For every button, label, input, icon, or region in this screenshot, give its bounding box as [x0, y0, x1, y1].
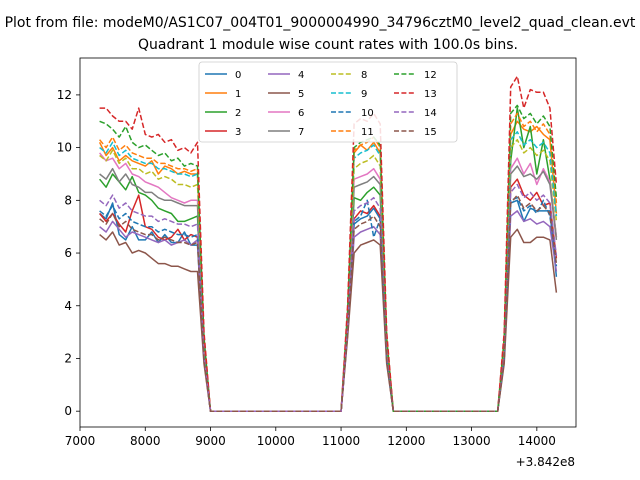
x-tick-label: 14000 — [518, 434, 556, 448]
series-line-6 — [99, 152, 558, 412]
legend-label-4: 4 — [298, 70, 304, 81]
legend-label-5: 5 — [298, 89, 304, 100]
legend-label-14: 14 — [424, 108, 437, 119]
x-tick-label: 11000 — [322, 434, 360, 448]
series-line-14 — [99, 183, 558, 412]
legend-label-10: 10 — [361, 108, 374, 119]
y-tick-label: 2 — [64, 351, 72, 365]
legend-label-7: 7 — [298, 127, 304, 138]
x-tick-label: 9000 — [195, 434, 226, 448]
y-tick-label: 12 — [57, 88, 72, 102]
x-tick-label: 13000 — [452, 434, 490, 448]
legend-label-13: 13 — [424, 89, 437, 100]
axes-frame — [79, 57, 577, 428]
series-line-15 — [99, 194, 558, 412]
series-line-10 — [99, 196, 558, 412]
legend-label-0: 0 — [235, 70, 241, 81]
y-tick-label: 0 — [64, 404, 72, 418]
legend-box — [198, 61, 458, 143]
chart-suptitle: Plot from file: modeM0/AS1C07_004T01_900… — [5, 15, 636, 31]
x-tick-label: 12000 — [387, 434, 425, 448]
y-tick-label: 4 — [64, 299, 72, 313]
chart-title: Quadrant 1 module wise count rates with … — [138, 37, 518, 53]
y-tick-label: 10 — [57, 141, 72, 155]
x-tick-label: 8000 — [130, 434, 161, 448]
series-line-8 — [99, 138, 558, 412]
legend-label-11: 11 — [361, 127, 374, 138]
legend-label-9: 9 — [361, 89, 367, 100]
legend-label-8: 8 — [361, 70, 367, 81]
series-line-5 — [99, 228, 558, 412]
series-line-0 — [99, 199, 558, 412]
series-lines — [98, 75, 558, 412]
x-tick-label: 7000 — [65, 434, 96, 448]
series-line-4 — [99, 210, 558, 412]
x-offset-label: +3.842e8 — [516, 455, 575, 469]
series-line-12 — [99, 104, 558, 412]
x-tick-label: 10000 — [257, 434, 295, 448]
series-line-11 — [99, 112, 558, 412]
series-line-2 — [99, 107, 558, 412]
series-line-9 — [99, 131, 558, 412]
y-tick-label: 6 — [64, 246, 72, 260]
legend-label-2: 2 — [235, 108, 241, 119]
axis-ticks: 7000 8000 9000 10000 11000 12000 13000 14000 0 2 4… — [57, 88, 556, 448]
legend-label-6: 6 — [298, 108, 304, 119]
legend-label-1: 1 — [235, 89, 241, 100]
series-line-7 — [99, 165, 558, 412]
legend-label-3: 3 — [235, 127, 241, 138]
legend-label-12: 12 — [424, 70, 437, 81]
series-line-3 — [99, 178, 558, 412]
y-tick-label: 8 — [64, 193, 72, 207]
legend-label-15: 15 — [424, 127, 437, 138]
